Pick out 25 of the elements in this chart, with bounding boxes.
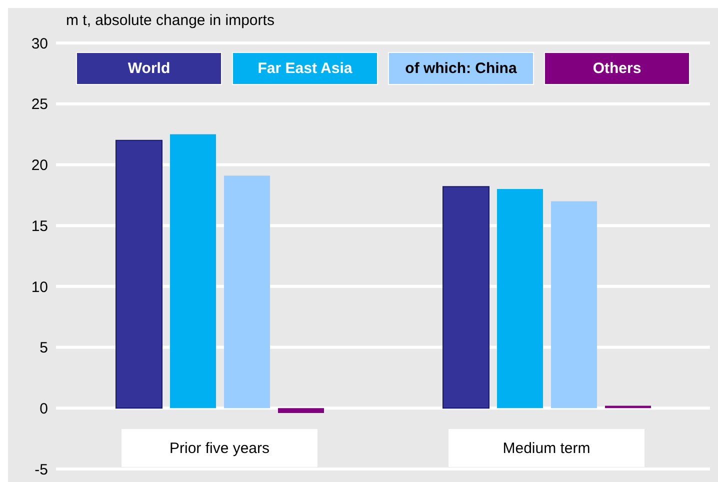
y-tick-label: 0: [40, 400, 48, 418]
y-tick-label: 20: [31, 157, 48, 174]
text: World: [76, 52, 222, 85]
label-box: Prior five years: [122, 429, 318, 467]
y-tick-label: -5: [34, 461, 48, 478]
bar: [442, 186, 490, 409]
text: Far East Asia: [232, 52, 378, 85]
x-tick-label: Medium term: [502, 440, 590, 457]
x-tick-label: Prior five years: [169, 440, 270, 457]
text: Others: [544, 52, 690, 85]
y-tick-label: 10: [31, 278, 48, 296]
y-tick-label: 15: [31, 218, 48, 235]
y-tick-label: 5: [40, 340, 48, 357]
text: of which: China: [388, 52, 534, 85]
bar: [224, 176, 270, 408]
y-axis-title: m t, absolute change in imports: [66, 12, 274, 29]
y-tick-label: 30: [31, 35, 48, 52]
label-box: Medium term: [448, 429, 644, 467]
y-tick-label: 25: [31, 96, 48, 114]
bar: [116, 140, 162, 409]
bar: [278, 408, 324, 414]
bar: [551, 201, 597, 408]
bar: [497, 189, 543, 408]
bar: [170, 134, 216, 408]
bar: [605, 406, 651, 408]
